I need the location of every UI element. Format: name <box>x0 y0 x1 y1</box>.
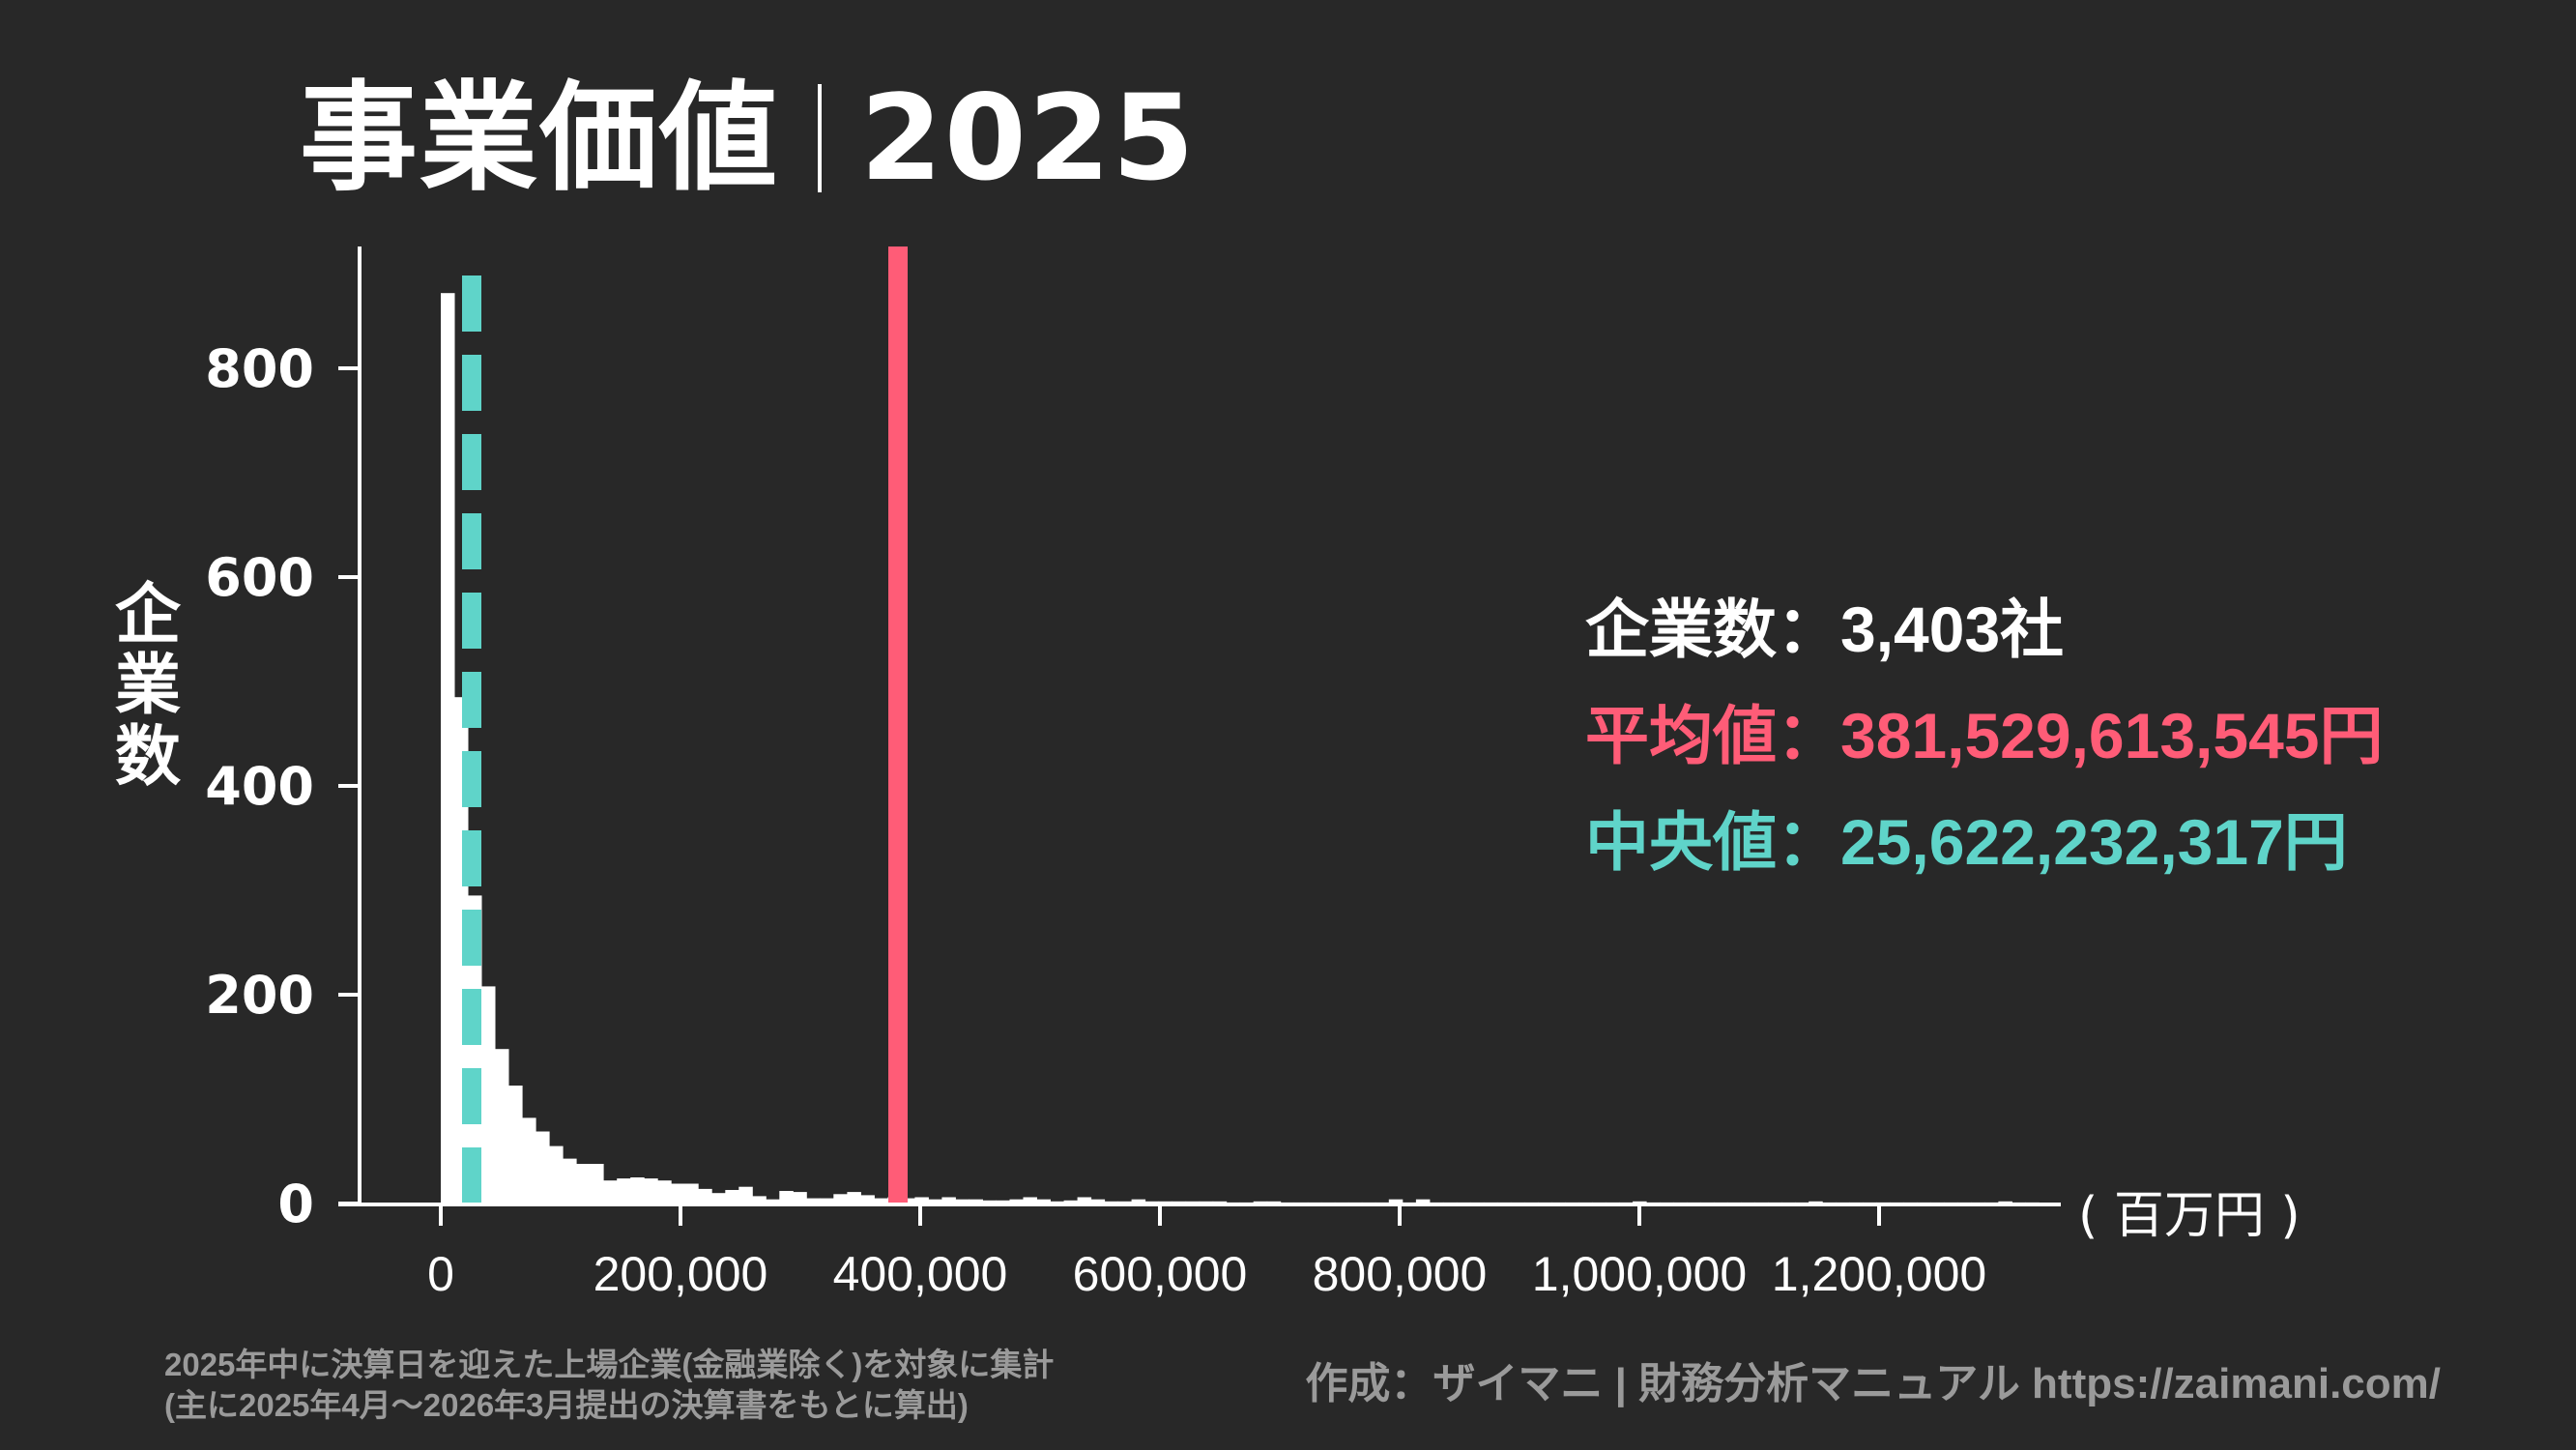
histogram-bar <box>1633 1201 1647 1204</box>
y-tick-label: 400 <box>205 756 314 817</box>
histogram-bar <box>752 1196 767 1204</box>
x-tick-label: 1,200,000 <box>1772 1247 1986 1301</box>
histogram-bar <box>914 1197 929 1204</box>
histogram-bar <box>1158 1201 1173 1204</box>
footnote-method: (主に2025年4月～2026年3月提出の決算書をもとに算出) <box>164 1387 969 1423</box>
histogram-bar <box>590 1164 604 1204</box>
stat-mean-label: 平均値： <box>1585 700 1840 771</box>
histogram-bar <box>1415 1199 1431 1204</box>
x-ticks: 0 200,000 400,000 600,000 800,000 1,000,000 1,… <box>427 1204 1986 1301</box>
stat-median-value: 25,622,232,317円 <box>1840 806 2348 878</box>
histogram-bar <box>820 1198 834 1204</box>
histogram-bar <box>522 1117 536 1204</box>
histogram-bar <box>1063 1200 1079 1204</box>
histogram-bar <box>1023 1197 1037 1204</box>
x-axis-unit: ( 百万円 ) <box>2078 1187 2301 1245</box>
histogram-bar <box>1117 1201 1133 1204</box>
histogram-bar <box>969 1199 983 1204</box>
histogram-bar <box>806 1198 821 1204</box>
histogram-bar <box>1036 1199 1051 1204</box>
stat-median: 中央値：25,622,232,317円 <box>1585 791 2348 884</box>
histogram-bar <box>1185 1201 1201 1204</box>
histogram-bar <box>657 1180 672 1204</box>
stat-median-label: 中央値： <box>1585 806 1840 878</box>
histogram-bar <box>738 1186 753 1204</box>
footnote-scope: 2025年中に決算日を迎えた上場企業(金融業除く)を対象に集計 <box>164 1347 1055 1382</box>
histogram-bar <box>982 1200 997 1204</box>
histogram-bar <box>711 1193 726 1204</box>
histogram-bar <box>684 1183 699 1204</box>
title-year: 2025 <box>860 70 1197 207</box>
histogram-bar <box>549 1146 564 1204</box>
credit-text: 作成：ザイマニ | 財務分析マニュアル https://zaimani.com/ <box>1305 1360 2441 1407</box>
y-axis-label: 企業数 <box>114 577 181 796</box>
histogram-bar <box>1212 1201 1228 1204</box>
histogram-bar <box>1172 1201 1187 1204</box>
histogram-bar <box>847 1192 861 1204</box>
histogram-bar <box>833 1194 848 1204</box>
histogram-bar <box>495 1049 509 1204</box>
histogram-bar <box>1131 1199 1146 1204</box>
histogram-bar <box>725 1190 739 1204</box>
stat-count-label: 企業数： <box>1585 594 1840 665</box>
histogram-bar <box>630 1177 645 1204</box>
title-main: 事業価値 <box>300 70 779 207</box>
histogram-bar <box>563 1158 577 1204</box>
histogram-bar <box>1253 1201 1268 1204</box>
histogram-bar <box>1809 1201 1823 1204</box>
y-ticks: 0 200 400 600 800 <box>205 338 360 1234</box>
histogram-bar <box>603 1180 618 1204</box>
histogram-bar <box>766 1199 780 1204</box>
y-tick-label: 200 <box>205 965 314 1026</box>
x-tick-label: 800,000 <box>1313 1247 1488 1301</box>
histogram-bar <box>1104 1201 1119 1204</box>
histogram-bar <box>508 1086 523 1204</box>
histogram-bar <box>901 1198 915 1204</box>
histogram-bar <box>576 1164 591 1204</box>
x-tick-label: 0 <box>427 1247 454 1301</box>
x-tick-label: 200,000 <box>593 1247 768 1301</box>
histogram-bar <box>535 1131 550 1204</box>
stat-mean-value: 381,529,613,545円 <box>1840 700 2384 771</box>
histogram-bar <box>617 1178 631 1204</box>
x-tick-label: 1,000,000 <box>1532 1247 1747 1301</box>
y-tick-label: 0 <box>277 1174 314 1234</box>
histogram-bar <box>1050 1201 1064 1204</box>
histogram-bar <box>1144 1201 1160 1204</box>
title-separator <box>818 84 822 192</box>
histogram-bar <box>644 1178 658 1204</box>
histogram-bar <box>860 1195 875 1204</box>
histogram-bar <box>671 1183 685 1204</box>
histogram-bar <box>698 1188 712 1204</box>
histogram-bar <box>941 1197 956 1204</box>
histogram-bar <box>793 1192 807 1204</box>
histogram-bar <box>955 1199 970 1204</box>
histogram-bar <box>1266 1201 1282 1204</box>
histogram-bar <box>1009 1199 1024 1204</box>
histogram-bar <box>779 1191 794 1204</box>
histogram-bar <box>1090 1199 1106 1204</box>
stat-count-value: 3,403社 <box>1840 594 2065 665</box>
histogram-bar <box>1077 1197 1092 1204</box>
histogram-bar <box>1199 1201 1214 1204</box>
histogram-bar <box>481 986 496 1204</box>
stat-company-count: 企業数：3,403社 <box>1585 578 2064 671</box>
x-tick-label: 600,000 <box>1073 1247 1248 1301</box>
histogram-bars <box>441 293 2040 1204</box>
stat-mean: 平均値：381,529,613,545円 <box>1585 684 2383 777</box>
y-tick-label: 800 <box>205 338 314 399</box>
histogram-bar <box>928 1199 942 1204</box>
chart-title: 事業価値 2025 <box>300 68 1197 209</box>
histogram-bar <box>441 293 455 1204</box>
histogram-bar <box>874 1198 888 1204</box>
histogram-bar <box>996 1200 1010 1204</box>
histogram-bar <box>468 895 482 1204</box>
y-tick-label: 600 <box>205 547 314 608</box>
histogram-bar <box>1998 1201 2012 1204</box>
x-tick-label: 400,000 <box>833 1247 1008 1301</box>
histogram-bar <box>1388 1199 1404 1204</box>
